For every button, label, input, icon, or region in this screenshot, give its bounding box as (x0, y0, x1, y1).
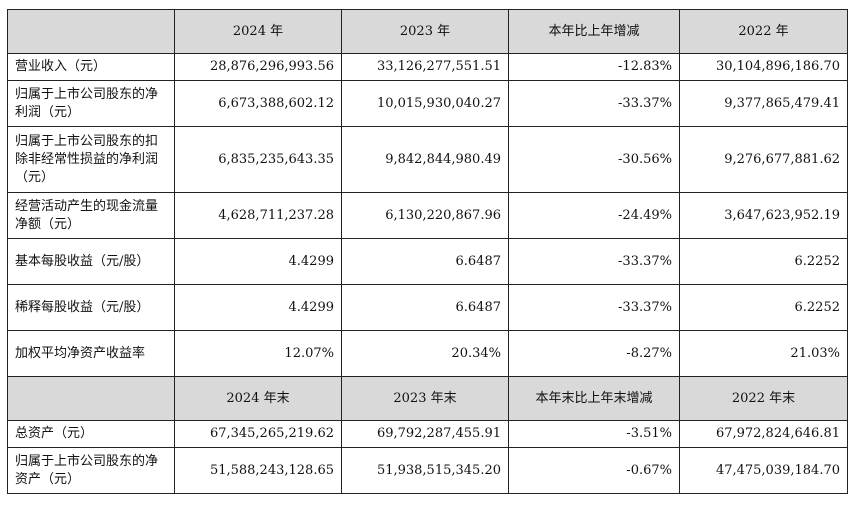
table-row: 总资产（元） 67,345,265,219.62 69,792,287,455.… (7, 420, 848, 448)
value-change: -3.51% (508, 420, 680, 448)
value-2024: 28,876,296,993.56 (174, 53, 342, 81)
header-cell-change-end: 本年末比上年末增减 (508, 376, 680, 421)
value-change: -33.37% (508, 238, 680, 285)
value-2023: 51,938,515,345.20 (341, 447, 509, 494)
value-2022: 3,647,623,952.19 (679, 192, 848, 239)
header-cell-2023-end: 2023 年末 (341, 376, 509, 421)
value-2024: 51,588,243,128.65 (174, 447, 342, 494)
row-label: 经营活动产生的现金流量净额（元） (7, 192, 175, 239)
row-label: 稀释每股收益（元/股） (7, 284, 175, 331)
table-row: 加权平均净资产收益率 12.07% 20.34% -8.27% 21.03% (7, 330, 848, 377)
value-change: -24.49% (508, 192, 680, 239)
header-cell-blank (7, 9, 175, 54)
value-change: -0.67% (508, 447, 680, 494)
header-row-year-end: 2024 年末 2023 年末 本年末比上年末增减 2022 年末 (7, 376, 848, 421)
value-2024: 6,835,235,643.35 (174, 126, 342, 193)
value-2022: 47,475,039,184.70 (679, 447, 848, 494)
value-2024: 4,628,711,237.28 (174, 192, 342, 239)
value-change: -8.27% (508, 330, 680, 377)
header-cell-2022: 2022 年 (679, 9, 848, 54)
value-2022: 67,972,824,646.81 (679, 420, 848, 448)
value-2023: 10,015,930,040.27 (341, 80, 509, 127)
row-label: 加权平均净资产收益率 (7, 330, 175, 377)
value-2023: 9,842,844,980.49 (341, 126, 509, 193)
value-2022: 9,377,865,479.41 (679, 80, 848, 127)
table-row: 基本每股收益（元/股） 4.4299 6.6487 -33.37% 6.2252 (7, 238, 848, 285)
value-2024: 67,345,265,219.62 (174, 420, 342, 448)
row-label: 营业收入（元） (7, 53, 175, 81)
value-2023: 69,792,287,455.91 (341, 420, 509, 448)
value-change: -30.56% (508, 126, 680, 193)
table-row: 稀释每股收益（元/股） 4.4299 6.6487 -33.37% 6.2252 (7, 284, 848, 331)
table-row: 营业收入（元） 28,876,296,993.56 33,126,277,551… (7, 53, 848, 81)
value-2023: 6.6487 (341, 238, 509, 285)
value-change: -12.83% (508, 53, 680, 81)
value-2024: 4.4299 (174, 238, 342, 285)
header-row-annual: 2024 年 2023 年 本年比上年增减 2022 年 (7, 9, 848, 54)
table-row: 归属于上市公司股东的扣除非经常性损益的净利润（元） 6,835,235,643.… (7, 126, 848, 193)
table-row: 归属于上市公司股东的净资产（元） 51,588,243,128.65 51,93… (7, 447, 848, 494)
value-2024: 12.07% (174, 330, 342, 377)
header-cell-change: 本年比上年增减 (508, 9, 680, 54)
value-2022: 6.2252 (679, 238, 848, 285)
row-label: 归属于上市公司股东的净资产（元） (7, 447, 175, 494)
row-label: 基本每股收益（元/股） (7, 238, 175, 285)
value-2023: 20.34% (341, 330, 509, 377)
value-2022: 6.2252 (679, 284, 848, 331)
value-2024: 4.4299 (174, 284, 342, 331)
row-label: 归属于上市公司股东的净利润（元） (7, 80, 175, 127)
value-2024: 6,673,388,602.12 (174, 80, 342, 127)
value-2023: 6,130,220,867.96 (341, 192, 509, 239)
value-change: -33.37% (508, 284, 680, 331)
header-cell-2022-end: 2022 年末 (679, 376, 848, 421)
table-row: 归属于上市公司股东的净利润（元） 6,673,388,602.12 10,015… (7, 80, 848, 127)
header-cell-blank (7, 376, 175, 421)
header-cell-2024: 2024 年 (174, 9, 342, 54)
row-label: 归属于上市公司股东的扣除非经常性损益的净利润（元） (7, 126, 175, 193)
table-row: 经营活动产生的现金流量净额（元） 4,628,711,237.28 6,130,… (7, 192, 848, 239)
header-cell-2023: 2023 年 (341, 9, 509, 54)
financial-summary-table: 2024 年 2023 年 本年比上年增减 2022 年 营业收入（元） 28,… (7, 9, 848, 494)
value-change: -33.37% (508, 80, 680, 127)
value-2022: 21.03% (679, 330, 848, 377)
row-label: 总资产（元） (7, 420, 175, 448)
value-2022: 9,276,677,881.62 (679, 126, 848, 193)
value-2023: 6.6487 (341, 284, 509, 331)
value-2023: 33,126,277,551.51 (341, 53, 509, 81)
header-cell-2024-end: 2024 年末 (174, 376, 342, 421)
value-2022: 30,104,896,186.70 (679, 53, 848, 81)
